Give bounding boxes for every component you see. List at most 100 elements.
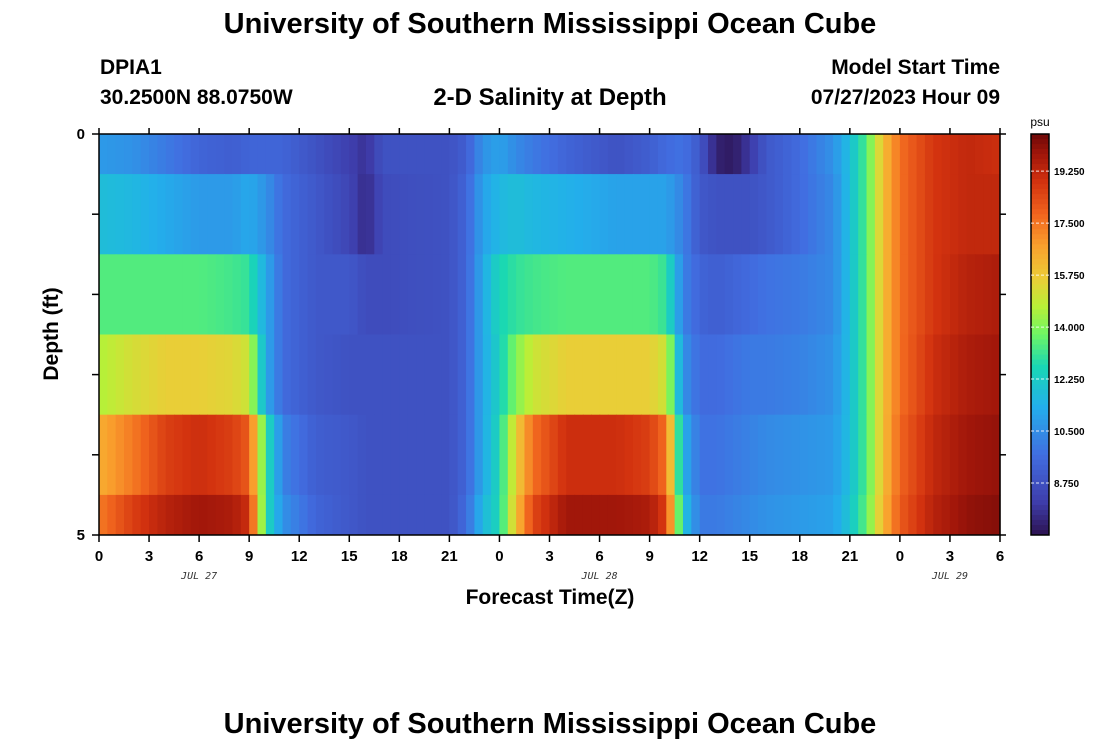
heatmap-cell	[924, 494, 934, 536]
heatmap-cell	[883, 174, 893, 255]
x-tick-label: 15	[741, 548, 758, 565]
heatmap-cell	[349, 414, 359, 496]
heatmap-cell	[165, 134, 175, 175]
colorbar-segment	[1031, 204, 1049, 210]
heatmap-cell	[524, 174, 534, 255]
heatmap-cell	[207, 334, 217, 416]
heatmap-cell	[549, 134, 559, 175]
heatmap-cell	[949, 174, 959, 255]
heatmap-cell	[165, 174, 175, 255]
chart-subtitle: 2-D Salinity at Depth	[433, 84, 667, 111]
heatmap-cell	[691, 494, 701, 536]
heatmap-cell	[299, 494, 309, 536]
heatmap-cell	[924, 414, 934, 496]
x-tick-label: 15	[341, 548, 358, 565]
y-axis-label: Depth (ft)	[40, 287, 63, 380]
heatmap-cell	[457, 134, 467, 175]
heatmap-cell	[874, 414, 884, 496]
heatmap-cell	[132, 494, 142, 536]
colorbar-segment	[1031, 424, 1049, 431]
heatmap-cell	[582, 134, 592, 175]
heatmap-cell	[883, 254, 893, 335]
heatmap-cell	[457, 414, 467, 496]
x-tick-label: 12	[291, 548, 308, 565]
heatmap-cell	[157, 254, 167, 335]
colorbar-segment	[1031, 244, 1049, 250]
heatmap-cell	[666, 494, 676, 536]
heatmap-cell	[140, 174, 150, 255]
heatmap-cell	[390, 494, 400, 536]
heatmap-cell	[474, 134, 484, 175]
heatmap-cell	[582, 414, 592, 496]
heatmap-cell	[307, 494, 317, 536]
heatmap-cell	[808, 174, 818, 255]
heatmap-cell	[741, 174, 751, 255]
heatmap-cell	[232, 494, 242, 536]
colorbar-segment	[1031, 299, 1049, 305]
heatmap-cell	[766, 174, 776, 255]
heatmap-cell	[874, 134, 884, 175]
colorbar-segment	[1031, 359, 1049, 366]
heatmap-cell	[808, 334, 818, 416]
heatmap-cell	[674, 134, 684, 175]
heatmap-cell	[532, 174, 542, 255]
heatmap-cell	[899, 254, 909, 335]
heatmap-cell	[599, 334, 609, 416]
heatmap-cell	[374, 414, 384, 496]
heatmap-cell	[432, 414, 442, 496]
colorbar-segment	[1031, 404, 1049, 411]
heatmap-cell	[157, 494, 167, 536]
colorbar-unit: psu	[1030, 115, 1049, 129]
heatmap-cell	[407, 494, 417, 536]
heatmap-cell	[224, 254, 234, 335]
heatmap-cell	[783, 334, 793, 416]
heatmap-cell	[416, 414, 425, 496]
heatmap-cell	[641, 334, 651, 416]
heatmap-cell	[399, 254, 409, 335]
x-axis-label: Forecast Time(Z)	[466, 586, 635, 609]
heatmap-cell	[766, 254, 776, 335]
heatmap-cell	[841, 334, 851, 416]
heatmap-cell	[632, 414, 642, 496]
heatmap-cell	[682, 334, 692, 416]
heatmap-cell	[866, 334, 876, 416]
heatmap-cell	[858, 414, 868, 496]
heatmap-cell	[432, 494, 442, 536]
heatmap-cell	[733, 494, 742, 536]
heatmap-cell	[941, 334, 951, 416]
heatmap-cell	[315, 134, 325, 175]
heatmap-cell	[365, 414, 375, 496]
heatmap-cell	[199, 254, 209, 335]
heatmap-cell	[374, 174, 384, 255]
heatmap-cell	[199, 334, 209, 416]
colorbar-segment	[1031, 324, 1049, 330]
station-coordinates: 30.2500N 88.0750W	[100, 86, 293, 109]
heatmap-cell	[632, 134, 642, 175]
heatmap-cell	[966, 334, 976, 416]
heatmap-cell	[257, 134, 267, 175]
heatmap-cell	[257, 494, 267, 536]
heatmap-cell	[924, 334, 934, 416]
heatmap-cell	[874, 334, 884, 416]
heatmap-cell	[866, 254, 876, 335]
heatmap-cell	[491, 494, 501, 536]
colorbar-segment	[1031, 444, 1049, 451]
colorbar-segment	[1031, 374, 1049, 381]
colorbar-segment	[1031, 464, 1049, 471]
heatmap-cell	[983, 254, 993, 335]
heatmap-cell	[883, 494, 893, 536]
heatmap-cell	[257, 174, 267, 255]
colorbar-segment	[1031, 319, 1049, 325]
heatmap-cell	[482, 174, 492, 255]
heatmap-cell	[724, 334, 734, 416]
heatmap-cell	[916, 414, 926, 496]
heatmap-cell	[591, 134, 601, 175]
heatmap-cell	[616, 494, 626, 536]
heatmap-cell	[908, 174, 918, 255]
heatmap-cell	[858, 494, 868, 536]
heatmap-cell	[332, 254, 342, 335]
heatmap-cell	[182, 254, 192, 335]
heatmap-cell	[140, 134, 150, 175]
heatmap-cell	[107, 334, 117, 416]
